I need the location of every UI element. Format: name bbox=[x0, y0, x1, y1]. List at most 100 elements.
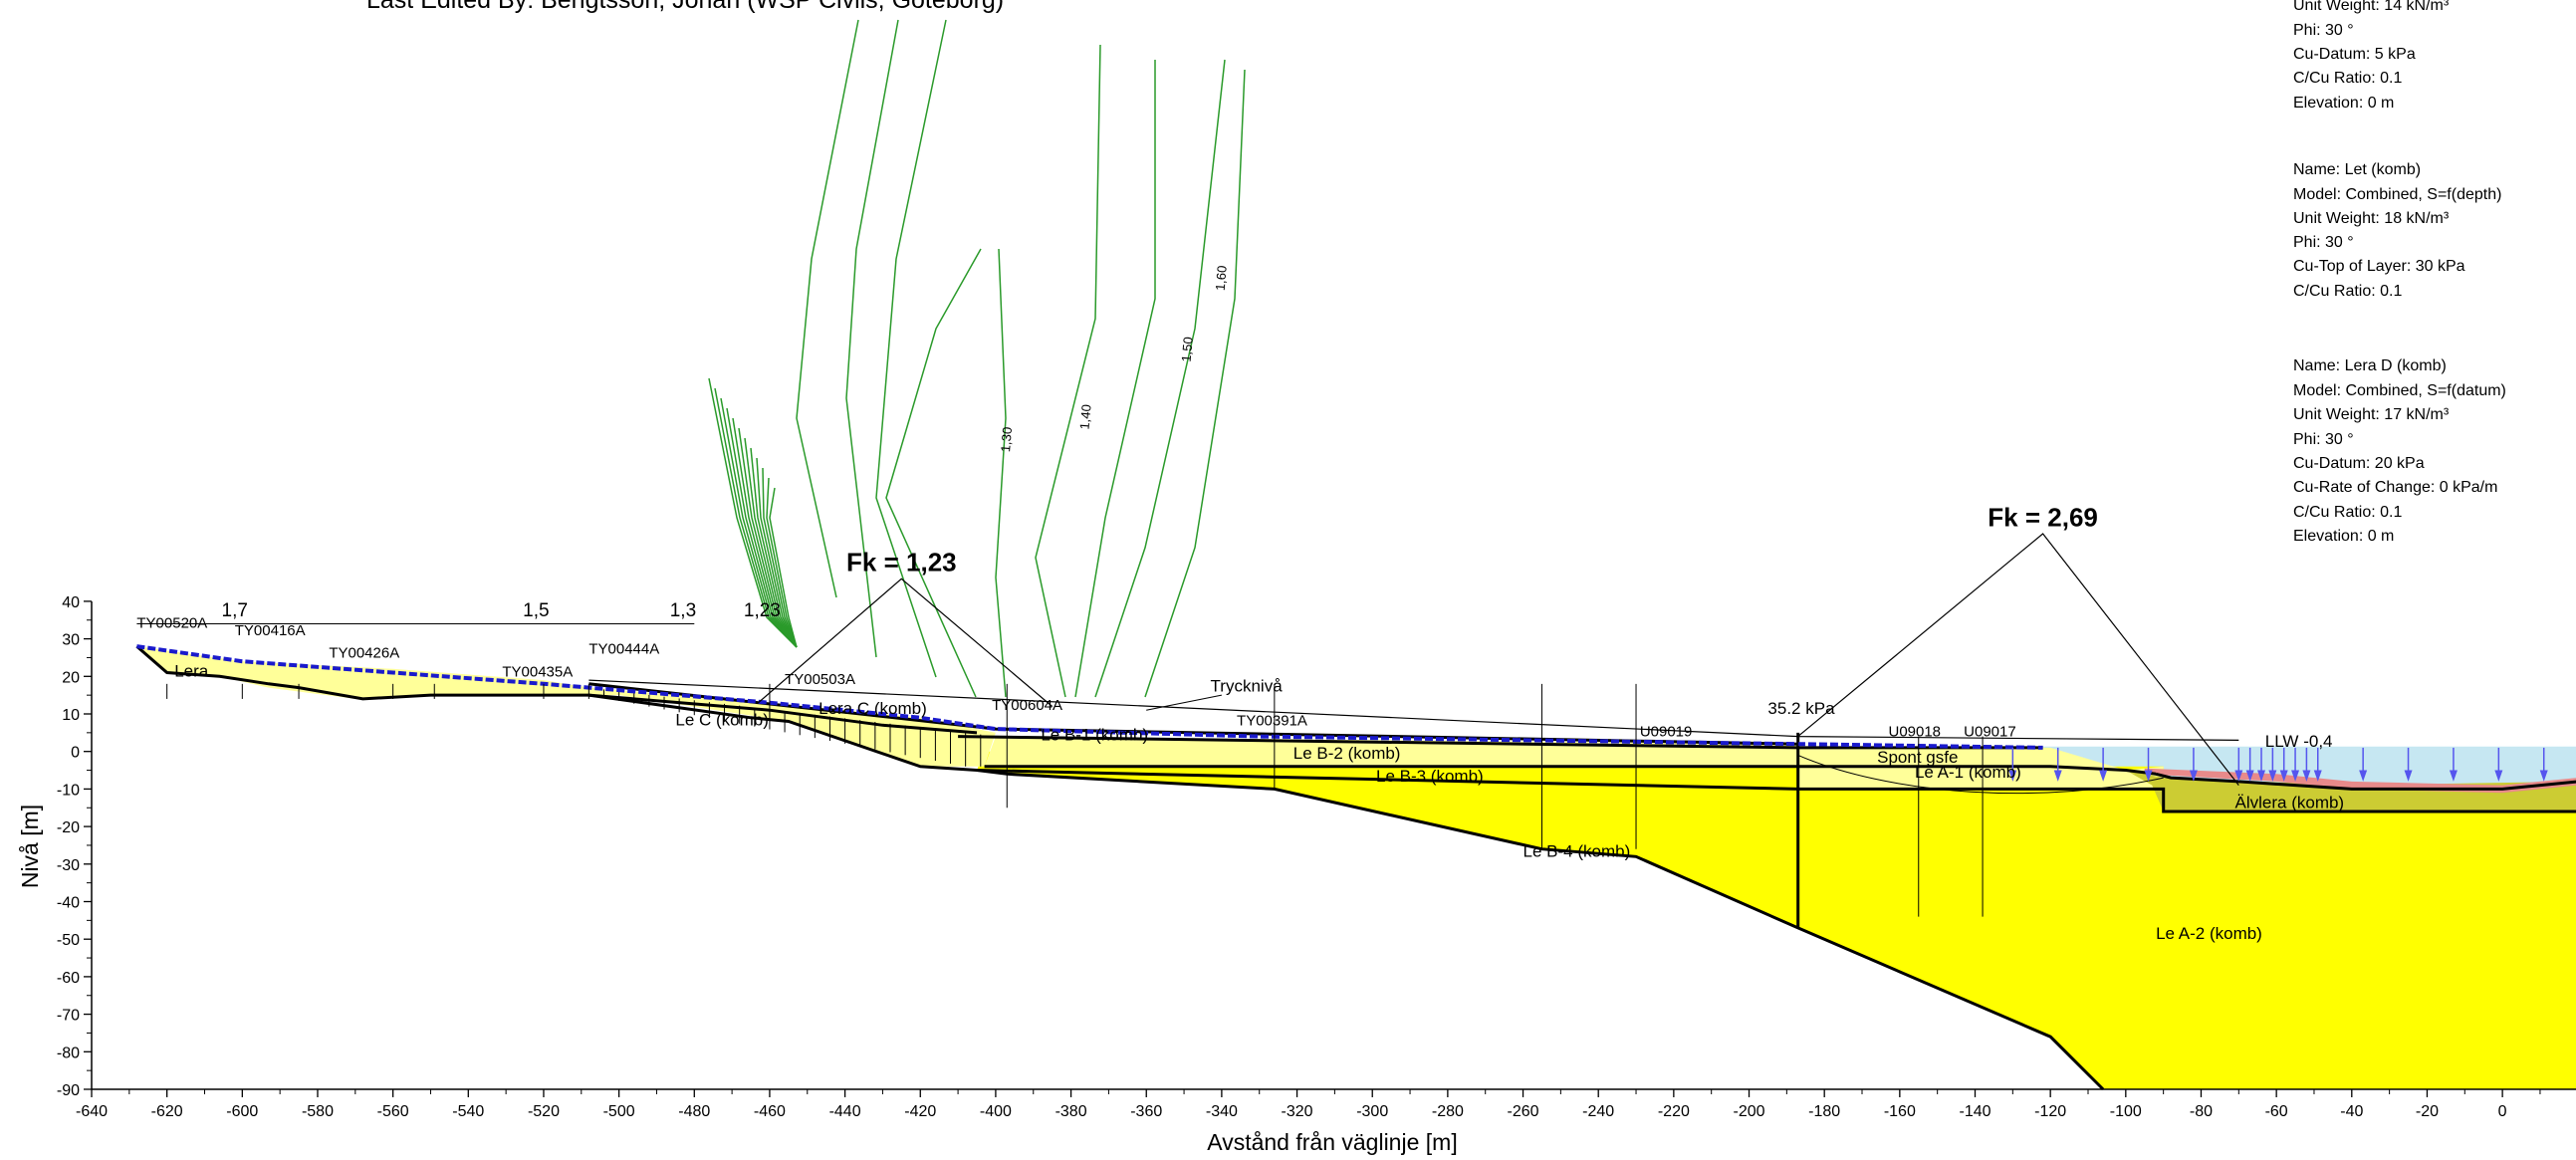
legend-line: Unit Weight: 14 kN/m³ bbox=[2293, 0, 2450, 14]
y-tick-label: -20 bbox=[57, 819, 80, 836]
load-arrow-head bbox=[2313, 770, 2322, 782]
legend-line: Phi: 30 ° bbox=[2293, 431, 2354, 448]
x-tick-label: -540 bbox=[452, 1103, 484, 1120]
contour-line bbox=[750, 447, 798, 648]
factor-of-safety-label: Fk = 1,23 bbox=[846, 548, 957, 578]
x-tick-label: -580 bbox=[302, 1103, 334, 1120]
x-ticks: -640 -620 -600 -580 -560 -540 -520 -500 -480 -460… bbox=[76, 1089, 2541, 1120]
layer-label: 35.2 kPa bbox=[1767, 699, 1835, 718]
layer-label: Le A-2 (komb) bbox=[2156, 924, 2262, 943]
legend-line: Name: Lera D (komb) bbox=[2293, 357, 2447, 374]
legend-line: Model: Combined, S=f(datum) bbox=[2293, 382, 2506, 399]
legend-line: Name: Let (komb) bbox=[2293, 161, 2421, 178]
load-arrow-head bbox=[2279, 770, 2288, 782]
x-tick-label: -280 bbox=[1432, 1103, 1464, 1120]
borehole-label: U09017 bbox=[1964, 724, 2016, 741]
x-tick-label: -20 bbox=[2416, 1103, 2439, 1120]
x-tick-label: -460 bbox=[754, 1103, 786, 1120]
legend-line: Phi: 30 ° bbox=[2293, 234, 2354, 251]
x-tick-label: -640 bbox=[76, 1103, 108, 1120]
layer-label: Älvlera (komb) bbox=[2235, 793, 2345, 812]
contour-line bbox=[875, 19, 947, 678]
layer-label: Spont gsfe bbox=[1877, 748, 1958, 767]
contour-line bbox=[1094, 59, 1226, 698]
y-tick-label: -50 bbox=[57, 932, 80, 949]
layer-label: LLW -0,4 bbox=[2265, 732, 2333, 751]
x-tick-label: -560 bbox=[377, 1103, 409, 1120]
layer-label: Le B-2 (komb) bbox=[1293, 744, 1401, 763]
contour-label: 1,60 bbox=[1213, 265, 1230, 292]
leader bbox=[1146, 694, 1222, 711]
slip-surface bbox=[1797, 755, 2164, 795]
axes: -640 -620 -600 -580 -560 -540 -520 -500 -480 -460… bbox=[17, 594, 2576, 1155]
legend-line: Elevation: 0 m bbox=[2293, 95, 2394, 112]
contour-line bbox=[845, 19, 899, 658]
contour-line bbox=[995, 248, 1007, 698]
safety-factor-contours bbox=[708, 19, 1246, 698]
borehole-label: TY00503A bbox=[785, 671, 855, 688]
y-tick-label: -10 bbox=[57, 782, 80, 799]
layer-label: Le B-1 (komb) bbox=[1041, 725, 1148, 744]
legend-line: Model: Combined, S=f(depth) bbox=[2293, 186, 2501, 203]
y-ticks: 40 30 20 10 0 -10 -20 -30 -40 -50 -60 -70 -80 -90 bbox=[57, 594, 92, 1099]
legend-block-1: Unit Weight: 14 kN/m³ Phi: 30 ° Cu-Datum… bbox=[2293, 0, 2450, 112]
y-tick-label: -30 bbox=[57, 857, 80, 874]
load-arrow-head bbox=[2359, 770, 2368, 782]
borehole-label: U09018 bbox=[1888, 724, 1941, 741]
borehole-label: TY00604A bbox=[992, 697, 1062, 714]
contour-line bbox=[756, 457, 798, 648]
legend-line: Elevation: 0 m bbox=[2293, 528, 2394, 545]
x-tick-label: -40 bbox=[2340, 1103, 2363, 1120]
legend-block-3: Name: Lera D (komb) Model: Combined, S=f… bbox=[2293, 357, 2506, 545]
borehole-label: TY00426A bbox=[329, 644, 399, 661]
load-arrow-head bbox=[2494, 770, 2503, 782]
borehole-label: U09019 bbox=[1640, 724, 1693, 741]
y-tick-label: 10 bbox=[62, 707, 80, 724]
x-tick-label: -60 bbox=[2265, 1103, 2288, 1120]
y-tick-label: 30 bbox=[62, 632, 80, 649]
layer-label: Le B-4 (komb) bbox=[1523, 841, 1631, 860]
x-tick-label: -500 bbox=[603, 1103, 635, 1120]
material-legend: Unit Weight: 14 kN/m³ Phi: 30 ° Cu-Datum… bbox=[2293, 0, 2506, 545]
load-arrow-head bbox=[2053, 770, 2062, 782]
contour-line bbox=[885, 248, 982, 698]
fk-leader bbox=[758, 578, 1054, 707]
layer-boundary bbox=[2155, 772, 2576, 791]
contour-label: 1,30 bbox=[998, 426, 1015, 453]
y-tick-label: -60 bbox=[57, 970, 80, 987]
legend-line: Cu-Datum: 20 kPa bbox=[2293, 455, 2425, 472]
load-arrow-head bbox=[2245, 770, 2254, 782]
x-tick-label: -160 bbox=[1884, 1103, 1916, 1120]
legend-block-2: Name: Let (komb) Model: Combined, S=f(de… bbox=[2293, 161, 2501, 300]
x-tick-label: -360 bbox=[1130, 1103, 1162, 1120]
fs-scale-label: 1,5 bbox=[523, 600, 549, 621]
x-tick-label: -80 bbox=[2190, 1103, 2213, 1120]
layer-label: Le B-3 (komb) bbox=[1376, 767, 1484, 786]
x-tick-label: -480 bbox=[678, 1103, 710, 1120]
y-tick-label: -70 bbox=[57, 1008, 80, 1025]
layer-label: Le C (komb) bbox=[675, 710, 769, 729]
legend-line: Phi: 30 ° bbox=[2293, 22, 2354, 39]
load-arrow-head bbox=[2234, 770, 2243, 782]
edited-by-label: Last Edited By: Bengtsson, Johan (WSP Ci… bbox=[366, 0, 1004, 14]
contour-line bbox=[769, 487, 798, 648]
y-tick-label: 0 bbox=[71, 745, 80, 762]
x-tick-label: -240 bbox=[1582, 1103, 1614, 1120]
x-tick-label: -400 bbox=[980, 1103, 1012, 1120]
x-tick-label: -320 bbox=[1282, 1103, 1313, 1120]
load-arrow-head bbox=[2008, 770, 2017, 782]
load-arrow-head bbox=[2099, 770, 2108, 782]
borehole-label: TY00416A bbox=[235, 622, 306, 639]
x-tick-label: -120 bbox=[2034, 1103, 2066, 1120]
y-tick-label: -40 bbox=[57, 895, 80, 912]
contour-line bbox=[726, 407, 798, 648]
x-tick-label: -300 bbox=[1356, 1103, 1388, 1120]
layer-a2 bbox=[977, 751, 2576, 1089]
layer-boundary bbox=[976, 769, 2576, 813]
fs-scale-label: 1,3 bbox=[670, 600, 696, 621]
fk-leader bbox=[1797, 533, 2239, 786]
x-tick-label: -260 bbox=[1508, 1103, 1539, 1120]
load-arrow-head bbox=[2268, 770, 2277, 782]
contour-line bbox=[796, 19, 859, 598]
